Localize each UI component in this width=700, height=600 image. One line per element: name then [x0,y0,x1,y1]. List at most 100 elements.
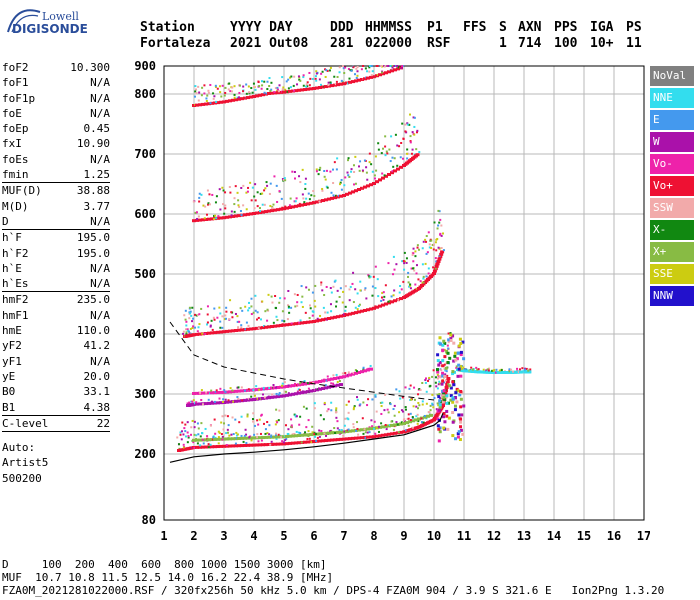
trace-point [195,103,199,107]
spread-f-point [443,398,447,402]
spread-echo-point [223,94,226,97]
spread-echo-point [386,152,389,155]
param-name: yE [2,369,16,383]
spread-echo-point [425,235,428,238]
spread-echo-point [254,309,257,312]
spread-echo-point [402,137,405,140]
spread-echo-point [299,432,302,435]
spread-echo-point [271,393,274,396]
spread-echo-point [437,209,440,212]
param-value: N/A [90,354,110,368]
spread-echo-point [367,398,370,401]
trace-point [291,205,295,209]
spread-echo-point [313,432,316,435]
spread-echo-point [402,419,405,422]
spread-echo-point [302,405,305,408]
trace-point [279,323,283,327]
trace-point [321,439,325,443]
spread-echo-point [224,207,227,210]
spread-f-point [459,389,463,393]
spread-f-point [437,439,441,443]
spread-echo-point [338,429,341,432]
spread-f-point [441,348,445,352]
spread-echo-point [414,283,417,286]
trace-point [249,388,253,392]
spread-f-point [439,342,443,346]
trace-point [231,98,235,102]
spread-echo-point [335,373,338,376]
trace-point [255,388,259,392]
spread-echo-point [404,130,407,133]
spread-echo-point [234,418,237,421]
spread-echo-point [198,196,201,199]
spread-echo-point [336,289,339,292]
spread-echo-point [320,72,323,75]
spread-echo-point [429,404,432,407]
trace-point [237,214,241,218]
trace-point [387,301,391,305]
spread-echo-point [388,299,391,302]
spread-echo-point [318,78,321,81]
spread-f-point [436,424,440,428]
spread-echo-point [295,430,298,433]
trace-point [399,430,403,434]
param-value: 10.300 [70,61,110,74]
spread-echo-point [263,80,266,83]
scaled-parameters-panel: foF2 10.300 foF1 N/A foF1p N/A foE N/A foEp 0.45 f… [2,60,110,486]
spread-echo-point [256,318,259,321]
trace-point [291,322,295,326]
spread-echo-point [395,65,398,67]
trace-point [411,419,415,423]
trace-point [294,204,298,208]
trace-point [309,389,313,393]
spread-echo-point [356,421,359,424]
spread-echo-point [369,65,372,67]
spread-echo-point [418,151,421,154]
spread-echo-point [322,378,325,381]
spread-echo-point [313,407,316,410]
spread-echo-point [319,414,322,417]
spread-echo-point [210,389,213,392]
param-value: 195.0 [76,246,110,260]
spread-echo-point [369,275,372,278]
spread-echo-point [338,295,341,298]
spread-echo-point [216,87,219,90]
spread-echo-point [240,415,243,418]
spread-echo-point [362,366,365,369]
spread-echo-point [310,441,313,444]
spread-echo-point [341,65,344,67]
spread-echo-point [275,307,278,310]
spread-echo-point [436,402,439,405]
spread-echo-point [311,425,314,428]
trace-point [342,194,346,197]
spread-echo-point [412,405,415,408]
spread-echo-point [303,201,306,204]
spread-echo-point [276,89,279,92]
spread-echo-point [298,78,301,81]
spread-echo-point [358,165,361,168]
trace-point [381,303,385,307]
spread-echo-point [380,152,383,155]
spread-echo-point [404,406,407,409]
spread-f-point [459,428,463,432]
spread-echo-point [250,439,253,442]
trace-point [264,387,268,391]
trace-point [312,320,316,323]
spread-f-point [446,401,450,405]
spread-echo-point [245,208,248,211]
param-name: yF2 [2,339,22,353]
param-value: N/A [90,152,110,166]
spread-f-point [447,416,451,420]
trace-point [204,438,208,442]
trace-point [216,101,220,105]
spread-echo-point [354,73,357,76]
header-value-pps: 100 [554,36,578,51]
spread-echo-point [313,194,316,197]
trace-point [201,102,205,106]
spread-echo-point [381,71,384,74]
spread-echo-point [286,318,289,321]
spread-echo-point [438,254,441,257]
spread-echo-point [237,96,240,99]
spread-echo-point [243,444,246,447]
spread-f-point [448,356,452,360]
